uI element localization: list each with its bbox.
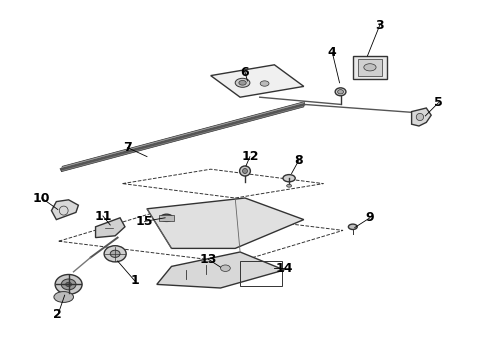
Polygon shape [147,198,304,248]
Ellipse shape [239,81,246,85]
Ellipse shape [338,90,343,94]
Ellipse shape [110,250,120,257]
Text: 2: 2 [53,309,62,321]
Polygon shape [157,252,284,288]
Text: 10: 10 [33,192,50,204]
Text: 1: 1 [130,274,139,287]
Ellipse shape [55,275,82,294]
Text: 11: 11 [94,210,112,222]
Ellipse shape [104,246,126,262]
Bar [159,215,174,221]
Polygon shape [96,218,125,238]
Text: 7: 7 [123,141,132,154]
Text: 9: 9 [366,211,374,224]
Polygon shape [61,102,305,172]
Text: 4: 4 [328,46,337,59]
Polygon shape [412,108,431,126]
Ellipse shape [243,168,247,174]
Bar [358,59,382,76]
Bar [353,56,387,79]
Ellipse shape [240,166,250,176]
Text: 15: 15 [136,215,153,228]
Text: 6: 6 [241,66,249,78]
Ellipse shape [287,184,292,187]
Ellipse shape [54,292,74,302]
Ellipse shape [235,78,250,87]
Ellipse shape [416,113,423,121]
Ellipse shape [161,214,172,221]
Text: 8: 8 [294,154,303,167]
Text: 12: 12 [241,150,259,163]
Polygon shape [51,200,78,220]
Text: 14: 14 [275,262,293,275]
Text: 13: 13 [199,253,217,266]
Ellipse shape [364,64,376,71]
Ellipse shape [283,175,295,182]
Bar [240,261,282,286]
Ellipse shape [260,81,269,86]
Polygon shape [211,65,304,97]
Ellipse shape [335,88,346,96]
Text: 3: 3 [375,19,384,32]
Ellipse shape [66,282,72,287]
Ellipse shape [348,224,357,230]
Text: 5: 5 [434,96,443,109]
Ellipse shape [220,265,230,271]
Ellipse shape [61,279,76,290]
